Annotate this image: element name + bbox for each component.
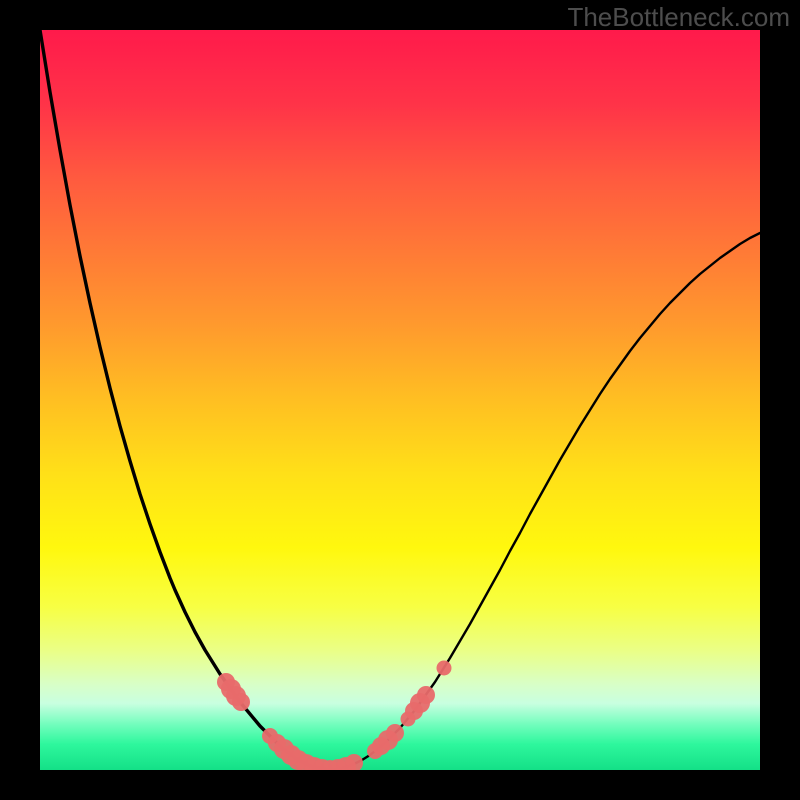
marker-right xyxy=(437,661,452,676)
watermark-text: TheBottleneck.com xyxy=(567,2,790,33)
plot-svg xyxy=(40,30,760,770)
marker-right xyxy=(386,724,404,742)
plot-area xyxy=(40,30,760,770)
marker-right xyxy=(417,686,435,704)
marker-left xyxy=(232,693,250,711)
plot-background xyxy=(40,30,760,770)
chart-root: TheBottleneck.com xyxy=(0,0,800,800)
